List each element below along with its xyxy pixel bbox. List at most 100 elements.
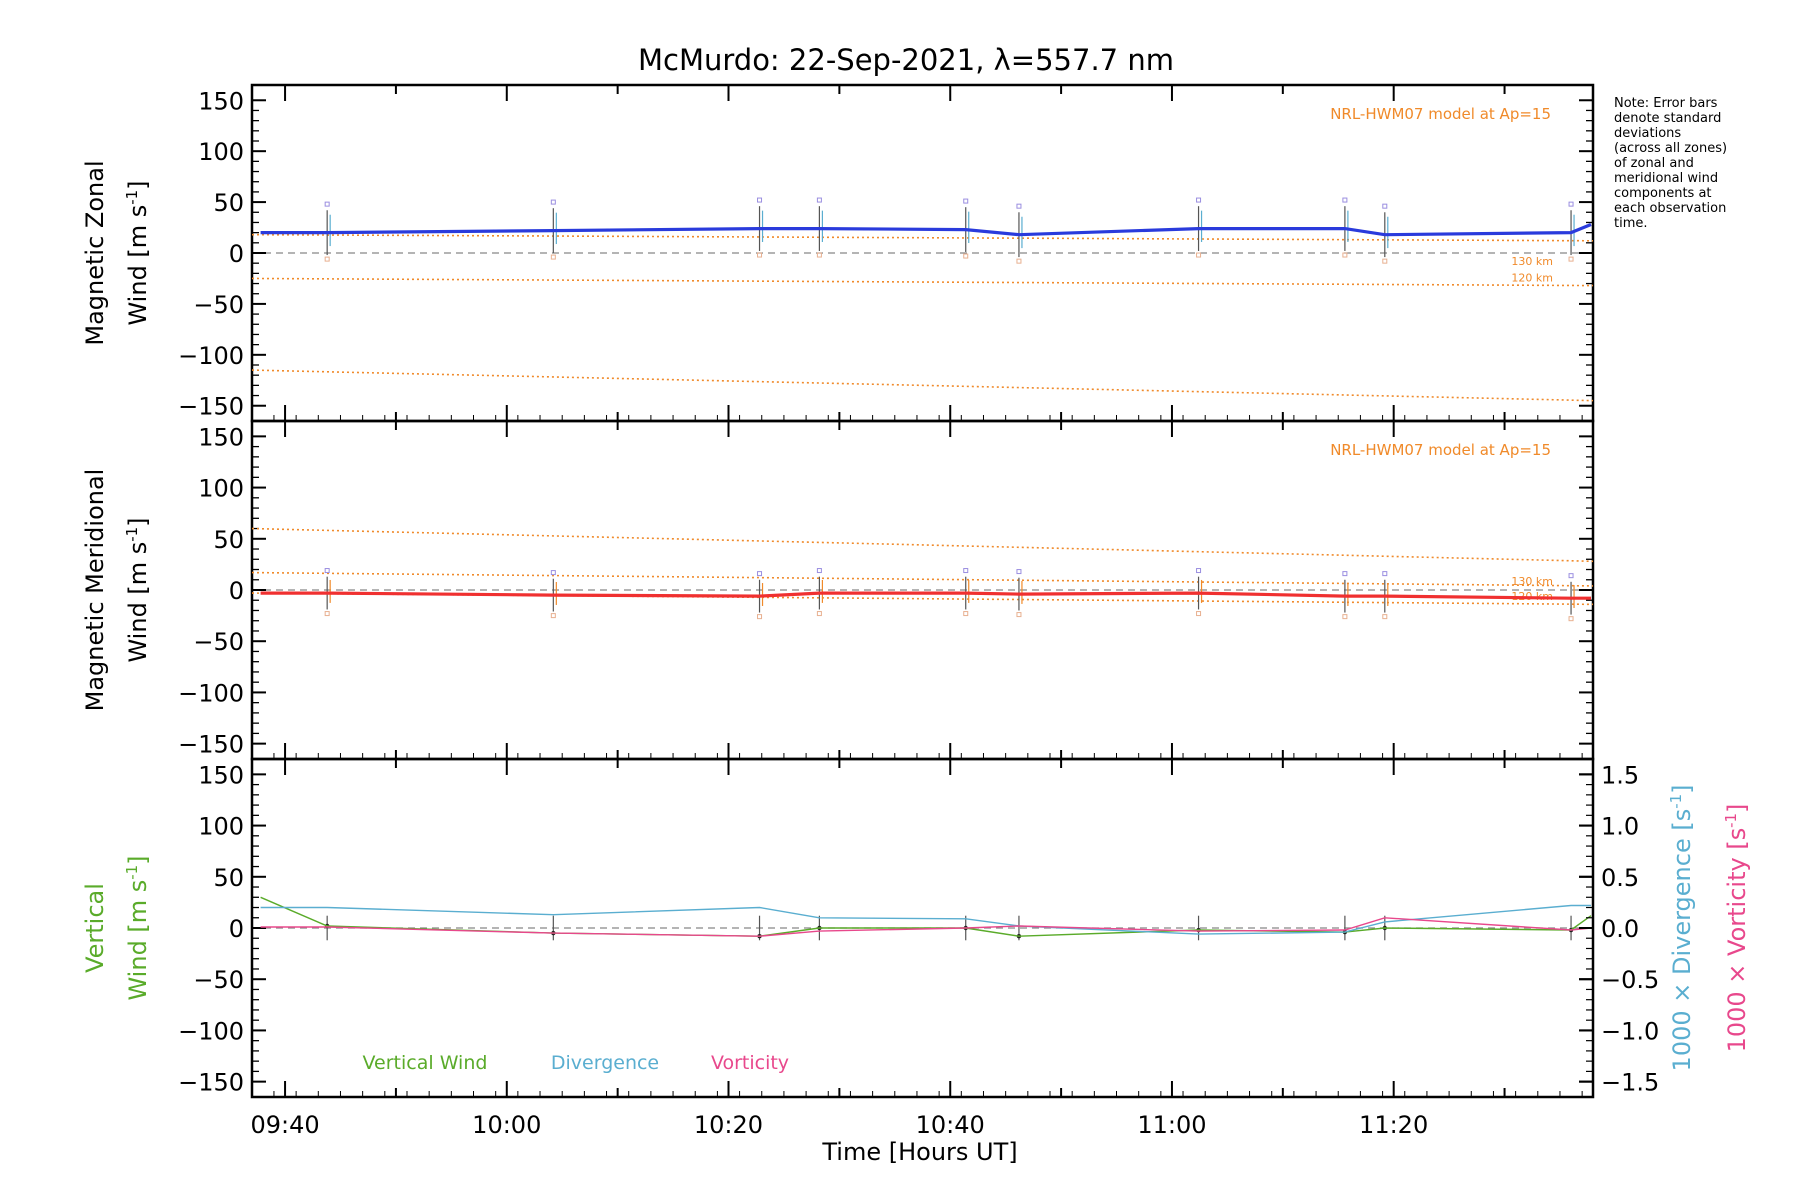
y-axis-label-unit-text: Wind [m s xyxy=(124,880,152,1001)
y2-tick-label: 1.0 xyxy=(1601,813,1639,841)
y-tick-label: 150 xyxy=(198,87,244,115)
y-tick-label: 50 xyxy=(213,189,244,217)
y2-tick-label: 1.5 xyxy=(1601,761,1639,789)
y2-axis-label-vorticity: 1000 × Vorticity [s-1] xyxy=(1722,804,1751,1053)
y-tick-label: 50 xyxy=(213,526,244,554)
y2-tick-label: 0.0 xyxy=(1601,915,1639,943)
zone-marker xyxy=(1342,197,1348,203)
y-axis-label-line1: Magnetic Meridional xyxy=(81,469,109,712)
y-tick-label: −50 xyxy=(193,291,244,319)
zone-marker xyxy=(1568,201,1574,207)
model-km-label: 130 km xyxy=(1511,255,1553,268)
zone-marker xyxy=(757,571,763,577)
zone-marker xyxy=(1568,256,1574,262)
note-line: denote standard xyxy=(1614,111,1721,126)
y-axis-label-line1: Magnetic Zonal xyxy=(81,160,109,345)
zone-marker xyxy=(324,201,330,207)
note-line: time. xyxy=(1614,216,1648,231)
y-tick-label: 100 xyxy=(198,138,244,166)
series-line-zonal-wind xyxy=(260,223,1592,237)
model-line xyxy=(251,571,1594,587)
zone-marker xyxy=(1196,611,1202,617)
y-tick-label: −100 xyxy=(178,679,244,707)
y2-tick-label: −1.0 xyxy=(1601,1017,1659,1045)
y-axis-label-unit-exponent: -1 xyxy=(123,865,141,880)
x-tick-label: 09:40 xyxy=(250,1111,319,1139)
zone-marker xyxy=(757,197,763,203)
y2-axis-label-divergence-exponent: -1 xyxy=(1667,794,1685,809)
note-line: of zonal and xyxy=(1614,156,1694,171)
zone-marker xyxy=(550,254,556,260)
x-axis-label: Time [Hours UT] xyxy=(821,1138,1017,1166)
legend-entry: Vertical Wind xyxy=(363,1052,488,1074)
y-tick-label: 100 xyxy=(198,475,244,503)
zone-marker xyxy=(1382,571,1388,577)
y-tick-label: 150 xyxy=(198,761,244,789)
series-line-vorticity xyxy=(260,917,1592,937)
legend-entry: Vorticity xyxy=(711,1052,789,1074)
series-line-meridional-wind xyxy=(260,591,1591,600)
note-line: components at xyxy=(1614,186,1712,201)
y2-axis-label-vorticity-exponent: -1 xyxy=(1722,813,1740,828)
y-axis-label-unit-text: Wind [m s xyxy=(124,542,152,663)
y2-tick-label: −0.5 xyxy=(1601,966,1659,994)
y-axis-label-unit-exponent: -1 xyxy=(123,190,141,205)
zone-marker xyxy=(1342,252,1348,258)
zone-marker xyxy=(1342,571,1348,577)
model-label: NRL-HWM07 model at Ap=15 xyxy=(1330,441,1551,459)
y2-axis-label-divergence: 1000 × Divergence [s-1] xyxy=(1667,785,1696,1072)
zone-marker xyxy=(757,252,763,258)
zone-marker xyxy=(1568,616,1574,622)
x-tick-label: 10:00 xyxy=(472,1111,541,1139)
x-tick-label: 10:20 xyxy=(694,1111,763,1139)
y-axis-label-unit: Wind [m s-1] xyxy=(123,517,152,662)
y-tick-label: −50 xyxy=(193,966,244,994)
y-tick-label: −150 xyxy=(178,393,244,421)
note-line: each observation xyxy=(1614,201,1726,216)
note-line: (across all zones) xyxy=(1614,141,1727,156)
y-tick-label: 100 xyxy=(198,813,244,841)
zone-marker xyxy=(963,198,969,204)
plot-frame xyxy=(250,419,1595,761)
zone-marker xyxy=(1382,258,1388,264)
zone-marker xyxy=(324,256,330,262)
zone-marker xyxy=(1016,612,1022,618)
zone-marker xyxy=(1568,573,1574,579)
y-tick-label: 0 xyxy=(229,577,244,605)
zone-marker xyxy=(1016,258,1022,264)
x-tick-label: 11:20 xyxy=(1359,1111,1428,1139)
model-line xyxy=(251,369,1594,402)
x-tick-label: 11:00 xyxy=(1137,1111,1206,1139)
y-axis-label-line1: Vertical xyxy=(81,883,109,973)
zone-marker xyxy=(816,611,822,617)
zonal-panel: 150 100 50 0 −50 −100 −150 Magnetic Zonal Wind [… xyxy=(81,83,1595,423)
y-axis-label-unit: Wind [m s-1] xyxy=(123,180,152,325)
y-axis-label-unit-bracket: ] xyxy=(124,855,152,864)
y-axis-label-unit-bracket: ] xyxy=(124,180,152,189)
meridional-panel: 150 100 50 0 −50 −100 −150 Magnetic Meridional W… xyxy=(81,419,1595,761)
y-tick-label: 0 xyxy=(229,915,244,943)
zone-marker xyxy=(324,611,330,617)
model-line xyxy=(251,592,1594,606)
zone-marker xyxy=(1196,197,1202,203)
zone-marker xyxy=(1196,252,1202,258)
note-line: meridional wind xyxy=(1614,171,1718,186)
y2-axis-label-divergence-bracket: ] xyxy=(1668,785,1696,794)
y2-axis-label-divergence-text: 1000 × Divergence [s xyxy=(1668,809,1696,1072)
zone-marker xyxy=(816,568,822,574)
y-tick-label: −100 xyxy=(178,342,244,370)
y-tick-label: −150 xyxy=(178,731,244,759)
legend-entry: Divergence xyxy=(551,1052,659,1074)
model-line xyxy=(251,527,1594,563)
y-tick-label: −100 xyxy=(178,1017,244,1045)
y-axis-label-unit-bracket: ] xyxy=(124,517,152,526)
zone-marker xyxy=(816,197,822,203)
y2-tick-label: −1.5 xyxy=(1601,1069,1659,1097)
zone-marker xyxy=(550,199,556,205)
zone-marker xyxy=(757,614,763,620)
zone-marker xyxy=(1382,614,1388,620)
zone-marker xyxy=(963,611,969,617)
zone-marker xyxy=(550,570,556,576)
y-axis-label-unit-text: Wind [m s xyxy=(124,205,152,326)
note-line: Note: Error bars xyxy=(1614,96,1718,111)
